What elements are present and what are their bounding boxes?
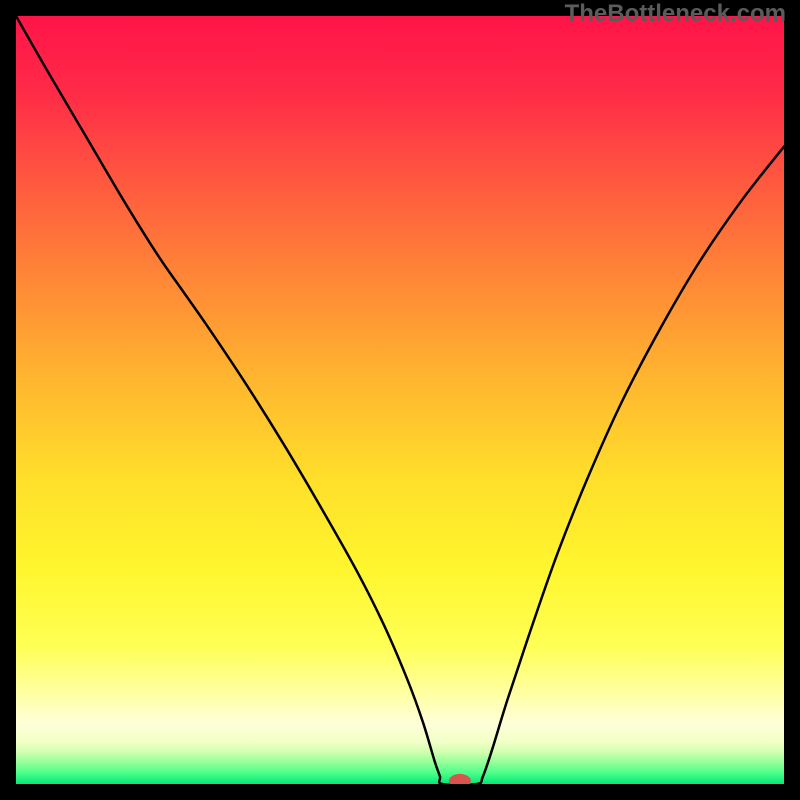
- chart-background: [16, 16, 784, 784]
- chart-svg: [16, 16, 784, 784]
- watermark-text: TheBottleneck.com: [565, 0, 786, 28]
- chart-plot-area: [16, 16, 784, 784]
